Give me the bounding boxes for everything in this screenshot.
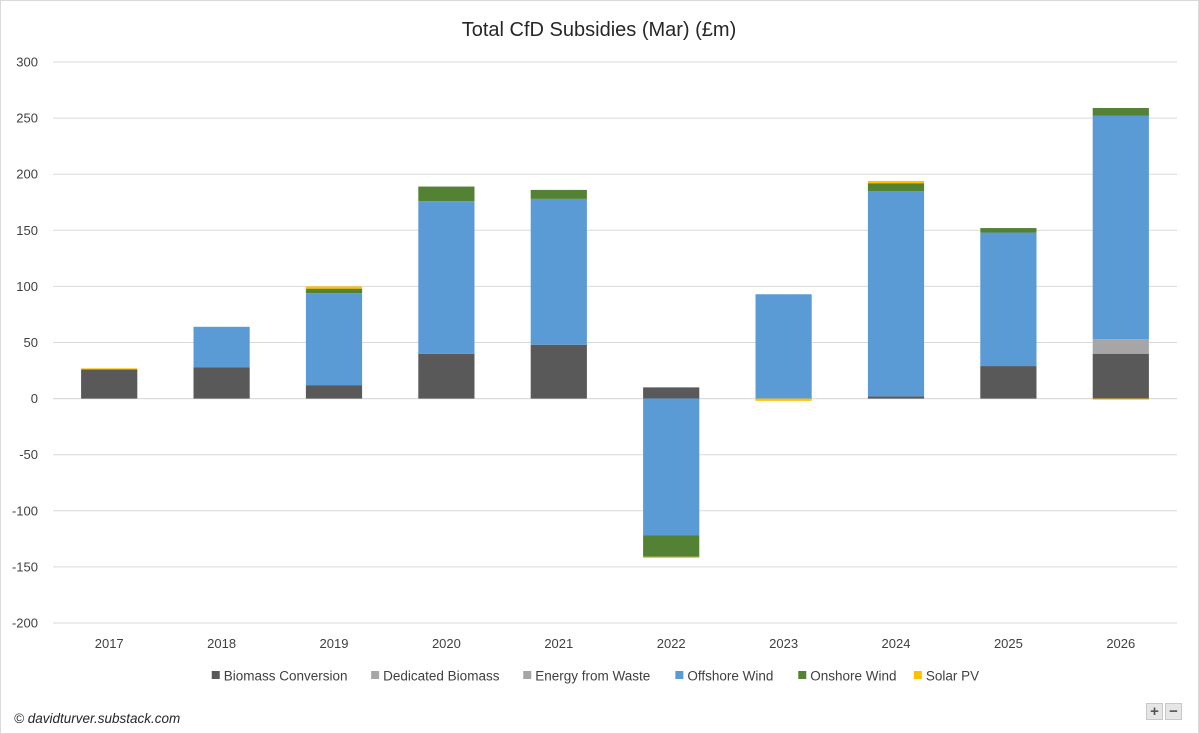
bar-solar-pv-2026: [1092, 398, 1149, 400]
bar-biomass-conversion-2021: [530, 344, 587, 399]
bar-onshore-wind-2020: [418, 186, 475, 202]
legend-item-dedicated-biomass: Dedicated Biomass: [371, 669, 500, 684]
bar-group-2026: [1092, 108, 1149, 400]
bar-biomass-conversion-2025: [980, 366, 1037, 399]
x-tick-label: 2017: [95, 636, 124, 651]
x-tick-label: 2024: [882, 636, 911, 651]
bar-group-2022: [643, 387, 700, 558]
y-tick-label: 0: [31, 391, 38, 406]
legend-swatch: [371, 671, 380, 679]
legend-item-onshore-wind: Onshore Wind: [798, 669, 897, 684]
y-tick-label: -50: [19, 447, 38, 462]
bar-solar-pv-2017: [81, 368, 138, 370]
legend-swatch: [675, 671, 684, 679]
bar-offshore-wind-2020: [418, 201, 475, 354]
legend-swatch: [798, 671, 807, 679]
chart-title: Total CfD Subsidies (Mar) (£m): [462, 19, 737, 41]
y-tick-label: 250: [16, 111, 38, 126]
bar-group-2017: [81, 368, 138, 399]
bar-onshore-wind-2026: [1092, 108, 1149, 116]
bar-group-2025: [980, 228, 1037, 399]
legend-swatch: [913, 671, 922, 679]
bar-group-2021: [530, 189, 587, 399]
bar-solar-pv-2019: [305, 286, 363, 289]
bar-onshore-wind-2024: [867, 183, 925, 192]
legend-label: Solar PV: [926, 669, 979, 684]
bar-onshore-wind-2021: [530, 189, 587, 199]
bar-biomass-conversion-2019: [305, 385, 363, 399]
bar-group-2019: [305, 286, 363, 399]
bar-group-2024: [867, 180, 925, 399]
legend-item-energy-from-waste: Energy from Waste: [523, 669, 650, 684]
y-tick-label: 50: [24, 335, 38, 350]
bar-solar-pv-2023: [755, 398, 812, 401]
x-tick-label: 2023: [769, 636, 798, 651]
copyright-text: © davidturver.substack.com: [14, 711, 181, 726]
x-tick-label: 2022: [657, 636, 686, 651]
zoom-in-button[interactable]: +: [1146, 703, 1163, 720]
legend-item-biomass-conversion: Biomass Conversion: [211, 669, 348, 684]
legend-label: Dedicated Biomass: [383, 669, 500, 684]
y-tick-label: 300: [16, 55, 38, 70]
bar-offshore-wind-2021: [530, 198, 587, 345]
legend: Biomass Conversion Dedicated Biomass Energ…: [211, 669, 979, 684]
bar-offshore-wind-2025: [980, 232, 1037, 367]
bar-offshore-wind-2026: [1092, 115, 1149, 340]
bar-biomass-conversion-2024: [867, 396, 925, 399]
legend-label: Energy from Waste: [535, 669, 650, 684]
legend-label: Onshore Wind: [810, 669, 896, 684]
x-tick-label: 2020: [432, 636, 461, 651]
legend-swatch: [211, 671, 220, 679]
bar-offshore-wind-2018: [193, 326, 250, 368]
bar-offshore-wind-2024: [867, 191, 925, 397]
bars: [81, 108, 1149, 558]
bar-biomass-conversion-2022: [643, 387, 700, 399]
x-tick-label: 2019: [320, 636, 349, 651]
bar-group-2023: [755, 294, 812, 401]
bar-solar-pv-2024: [867, 180, 925, 184]
x-tick-label: 2021: [544, 636, 573, 651]
legend-label: Offshore Wind: [687, 669, 773, 684]
bar-onshore-wind-2022: [643, 535, 700, 557]
y-tick-label: 200: [16, 167, 38, 182]
bar-onshore-wind-2019: [305, 288, 363, 294]
legend-item-solar-pv: Solar PV: [913, 669, 979, 684]
bar-dedicated-biomass-2026: [1092, 339, 1149, 354]
x-axis: 2017 2018 2019 2020 2021 2022 2023 2024 2025 2026: [95, 636, 1136, 651]
bar-offshore-wind-2023: [755, 294, 812, 399]
y-tick-label: -100: [12, 503, 38, 518]
bar-biomass-conversion-2020: [418, 353, 475, 399]
bar-onshore-wind-2025: [980, 228, 1037, 233]
y-tick-label: 150: [16, 223, 38, 238]
y-tick-label: -150: [12, 559, 38, 574]
bar-offshore-wind-2022: [643, 398, 700, 536]
y-axis: 300 250 200 150 100 50 0 -50 -100 -150 -200: [12, 55, 38, 631]
y-tick-label: -200: [12, 616, 38, 631]
bar-group-2018: [193, 326, 250, 399]
bar-group-2020: [418, 186, 475, 399]
zoom-out-button[interactable]: −: [1165, 703, 1182, 720]
legend-item-offshore-wind: Offshore Wind: [675, 669, 773, 684]
legend-label: Biomass Conversion: [224, 669, 348, 684]
legend-swatch: [523, 671, 532, 679]
bar-biomass-conversion-2017: [81, 369, 138, 399]
bar-biomass-conversion-2018: [193, 367, 250, 399]
bar-solar-pv-2022: [643, 556, 700, 558]
bar-biomass-conversion-2026: [1092, 353, 1149, 399]
zoom-controls: + −: [1146, 703, 1182, 720]
bar-offshore-wind-2019: [305, 293, 363, 386]
y-tick-label: 100: [16, 279, 38, 294]
x-tick-label: 2025: [994, 636, 1023, 651]
x-tick-label: 2026: [1106, 636, 1135, 651]
x-tick-label: 2018: [207, 636, 236, 651]
